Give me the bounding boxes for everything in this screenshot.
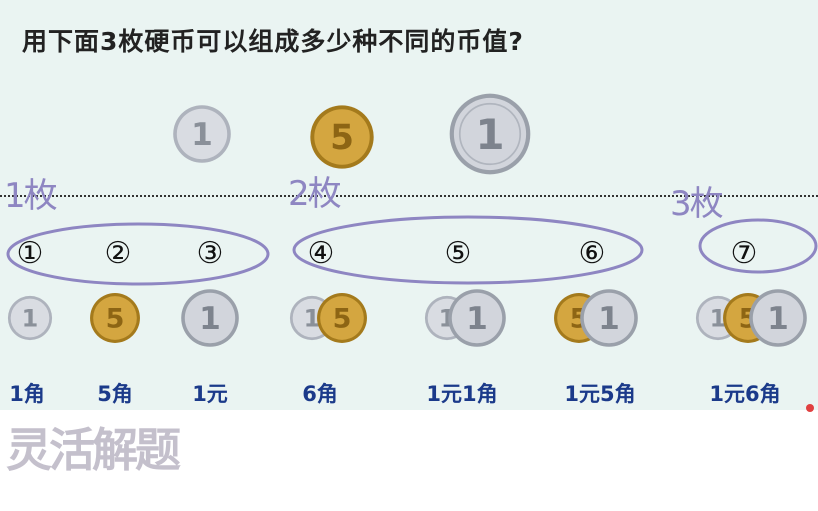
svg-text:1: 1 [598, 301, 620, 337]
option-2-coin-1: 5 [89, 292, 141, 344]
handwritten-label-one-coin: 1枚 [4, 176, 58, 216]
option-1-coin-1: 1 [7, 295, 53, 341]
top-coin-one-jiao: 1 [172, 104, 232, 164]
question-title: 用下面3枚硬币可以组成多少种不同的币值? [22, 27, 524, 56]
lesson-board: 用下面3枚硬币可以组成多少种不同的币值? 1 5 1 ① ② ③ ④ ⑤ ⑥ ⑦… [0, 0, 818, 410]
option-value-7: 1元6角 [709, 382, 781, 406]
option-value-3: 1元 [192, 382, 228, 406]
svg-text:1: 1 [199, 301, 221, 337]
top-coin-one-yuan-label: 1 [475, 110, 504, 159]
option-number-6: ⑥ [578, 236, 606, 271]
option-value-4: 6角 [302, 382, 338, 406]
top-coin-one-yuan: 1 [448, 92, 532, 176]
watermark-text: 灵活解题 [6, 423, 181, 477]
option-number-3: ③ [196, 236, 224, 271]
svg-text:1: 1 [767, 301, 789, 337]
option-number-5: ⑤ [444, 236, 472, 271]
option-number-4: ④ [307, 236, 335, 271]
option-number-7: ⑦ [730, 236, 758, 271]
option-value-2: 5角 [97, 382, 133, 406]
svg-text:5: 5 [106, 303, 125, 334]
handwritten-label-two-coins: 2枚 [288, 174, 342, 214]
option-3-coin-1: 1 [180, 288, 240, 348]
red-marker [806, 404, 814, 412]
svg-text:1: 1 [304, 304, 321, 332]
top-coin-one-jiao-label: 1 [191, 117, 213, 153]
handwritten-label-three-coins: 3枚 [670, 184, 724, 224]
top-coin-five-jiao: 5 [309, 104, 375, 170]
option-number-1: ① [16, 236, 44, 271]
svg-text:1: 1 [22, 304, 39, 332]
option-value-6: 1元5角 [564, 382, 636, 406]
option-6-coin-2: 1 [579, 288, 639, 348]
option-4-coin-2: 5 [316, 292, 368, 344]
option-7-coin-3: 1 [748, 288, 808, 348]
option-value-5: 1元1角 [426, 382, 498, 406]
svg-text:5: 5 [333, 303, 352, 334]
dotted-divider [0, 195, 818, 197]
top-coin-five-jiao-label: 5 [330, 118, 354, 158]
svg-text:1: 1 [710, 304, 727, 332]
option-value-1: 1角 [9, 382, 45, 406]
option-number-2: ② [104, 236, 132, 271]
option-5-coin-2: 1 [447, 288, 507, 348]
svg-text:1: 1 [466, 301, 488, 337]
